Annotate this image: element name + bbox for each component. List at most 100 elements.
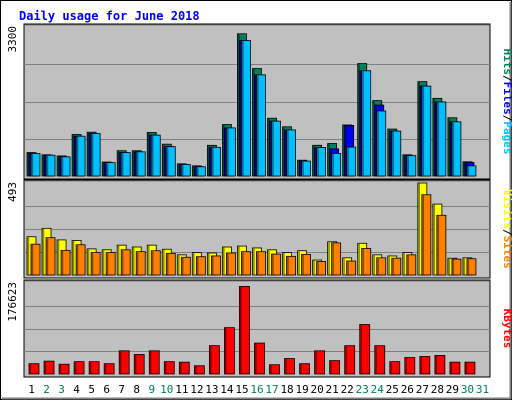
legend-kbytes: KBytes xyxy=(501,309,512,349)
bar-shade xyxy=(287,256,289,275)
bar-shade xyxy=(223,125,225,176)
bar-shade xyxy=(330,149,332,176)
bar-shade xyxy=(192,166,195,176)
bar-pages-day-28 xyxy=(436,101,447,177)
bar-shade xyxy=(343,258,345,275)
day-label-4: 4 xyxy=(73,383,80,396)
bar-shade xyxy=(149,135,152,176)
bar-shade xyxy=(61,157,64,176)
bar-shade xyxy=(375,346,377,374)
bar-pages-day-3 xyxy=(60,156,71,177)
bar-sites-day-10 xyxy=(165,252,176,276)
bar-shade xyxy=(433,98,436,176)
bar-shade xyxy=(162,144,165,176)
bar-shade xyxy=(162,249,165,275)
bar-kbytes-day-7 xyxy=(118,350,130,375)
bar-shade xyxy=(151,135,154,176)
bar-shade xyxy=(463,258,466,275)
bar-shade xyxy=(242,252,244,275)
bar-shade xyxy=(283,127,285,176)
bar-kbytes-day-10 xyxy=(163,361,175,375)
bar-shade xyxy=(121,153,124,176)
bar-shade xyxy=(27,237,30,275)
bar-kbytes-day-11 xyxy=(178,361,190,375)
bar-sites-day-12 xyxy=(195,256,206,276)
bar-shade xyxy=(31,244,34,275)
bar-shade xyxy=(76,245,79,275)
bar-shade xyxy=(392,131,394,176)
day-label-11: 11 xyxy=(175,383,188,396)
bar-shade xyxy=(360,71,362,176)
bar-kbytes-day-16 xyxy=(254,342,265,375)
bar-shade xyxy=(448,118,451,176)
day-label-7: 7 xyxy=(118,383,125,396)
bar-sites-day-21 xyxy=(331,242,342,276)
bar-shade xyxy=(194,366,197,374)
bar-shade xyxy=(149,351,152,374)
bar-sites-day-9 xyxy=(150,250,161,276)
day-label-23: 23 xyxy=(356,383,369,396)
bar-sites-day-24 xyxy=(376,257,387,276)
bar-shade xyxy=(132,247,135,275)
bar-kbytes-day-14 xyxy=(224,327,235,375)
day-label-21: 21 xyxy=(326,383,339,396)
day-label-10: 10 xyxy=(160,383,173,396)
bar-pages-day-27 xyxy=(421,85,432,177)
bar-shade xyxy=(102,250,105,275)
bar-shade xyxy=(345,346,347,374)
bar-shade xyxy=(102,162,105,176)
bar-shade xyxy=(91,253,94,275)
bar-shade xyxy=(435,102,438,176)
bar-shade xyxy=(362,249,364,275)
bar-pages-day-17 xyxy=(271,120,281,177)
bar-shade xyxy=(255,343,257,374)
bar-shade xyxy=(57,240,60,275)
bar-shade xyxy=(117,245,120,275)
bar-shade xyxy=(343,125,345,176)
bar-shade xyxy=(285,359,287,374)
bar-shade xyxy=(465,163,468,176)
legend-visits-sites: Visits/Sites xyxy=(501,189,512,269)
bar-pages-day-8 xyxy=(135,151,146,177)
bar-pages-day-18 xyxy=(286,129,296,177)
bar-shade xyxy=(44,361,47,374)
bar-shade xyxy=(450,122,453,176)
bar-sites-day-27 xyxy=(421,194,432,276)
bar-shade xyxy=(121,250,124,275)
bar-shade xyxy=(44,155,47,176)
bar-sites-day-20 xyxy=(316,261,327,276)
bar-pages-day-26 xyxy=(406,155,417,177)
bar-pages-day-12 xyxy=(195,166,206,177)
bar-sites-day-11 xyxy=(180,256,191,276)
bar-sites-day-16 xyxy=(256,251,266,276)
bar-shade xyxy=(31,154,34,176)
bar-pages-day-30 xyxy=(466,165,477,177)
bar-shade xyxy=(392,258,394,275)
bar-shade xyxy=(377,258,379,275)
bar-shade xyxy=(283,253,285,275)
panel-visits-sites: 493 Visits/Sites xyxy=(6,179,512,279)
bar-sites-day-30 xyxy=(466,258,477,276)
bar-shade xyxy=(347,147,349,176)
bar-pages-day-19 xyxy=(301,160,311,177)
bar-kbytes-day-25 xyxy=(389,361,401,375)
day-label-19: 19 xyxy=(295,383,308,396)
bar-shade xyxy=(388,256,390,275)
bar-kbytes-day-2 xyxy=(43,360,55,375)
bar-pages-day-14 xyxy=(226,127,236,177)
day-label-12: 12 xyxy=(190,383,203,396)
bar-shade xyxy=(196,167,199,176)
bar-shade xyxy=(57,156,60,176)
bar-shade xyxy=(328,144,330,176)
bar-sites-day-6 xyxy=(105,252,116,276)
bar-shade xyxy=(164,362,167,374)
bar-sites-day-19 xyxy=(301,254,311,276)
bar-kbytes-day-19 xyxy=(299,363,310,375)
bar-shade xyxy=(418,183,421,275)
bar-shade xyxy=(358,243,360,275)
legend-sites: Sites xyxy=(501,236,512,269)
day-label-3: 3 xyxy=(58,383,65,396)
bar-kbytes-day-26 xyxy=(404,357,416,375)
bar-shade xyxy=(225,128,227,176)
bar-shade xyxy=(240,41,242,176)
